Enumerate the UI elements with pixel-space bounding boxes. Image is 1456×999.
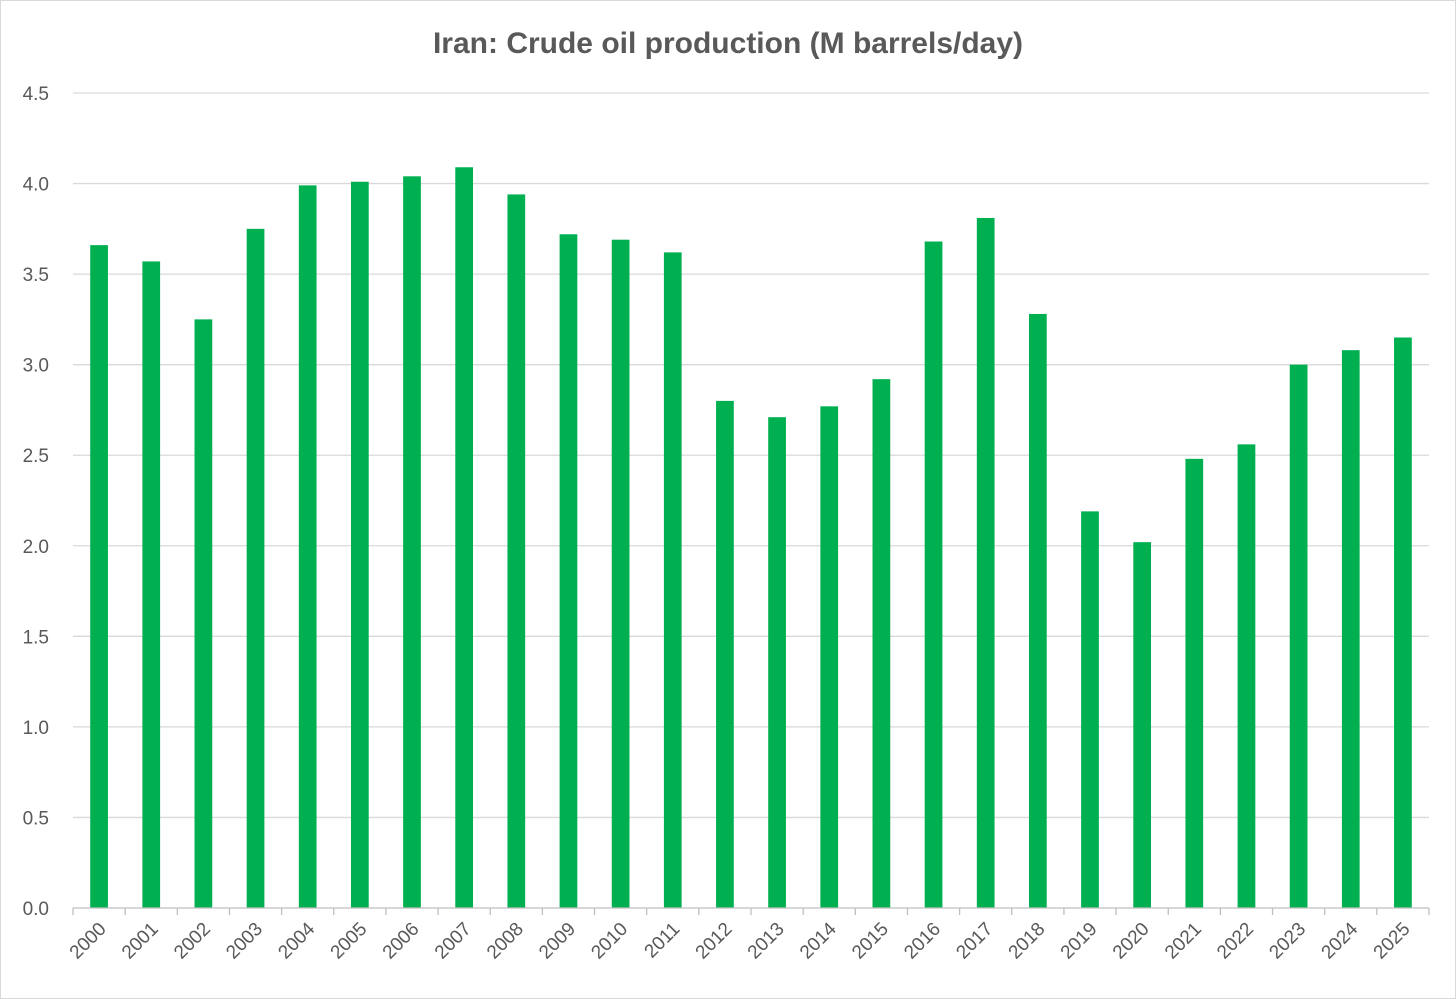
bar-2000 (90, 245, 108, 909)
x-tick-label: 2015 (848, 919, 893, 964)
bar-2014 (820, 406, 839, 908)
bar-2010 (611, 239, 630, 908)
bar-2012 (716, 400, 734, 908)
bar-2021 (1185, 458, 1204, 908)
y-tick-label: 3.0 (23, 356, 49, 377)
x-tick-label: 2017 (952, 919, 997, 964)
x-tick-label: 2003 (222, 919, 267, 964)
x-tick-label: 2022 (1213, 919, 1258, 964)
x-tick-label: 2004 (274, 918, 319, 963)
x-tick-label: 2010 (587, 919, 632, 964)
chart-title: Iran: Crude oil production (M barrels/da… (433, 27, 1023, 60)
y-tick-label: 0.0 (23, 899, 49, 920)
bar-2011 (663, 252, 682, 908)
x-tick-label: 2009 (535, 919, 580, 964)
x-axis (72, 907, 1430, 915)
y-tick-label: 4.5 (23, 84, 49, 105)
y-tick-label: 3.5 (23, 265, 49, 286)
x-tick-label: 2005 (327, 919, 372, 964)
y-tick-label: 0.5 (23, 808, 49, 829)
y-tick-label: 2.5 (23, 446, 49, 467)
x-tick-label: 2014 (796, 918, 841, 963)
bar-2006 (403, 176, 421, 909)
bar-2017 (976, 217, 995, 908)
bar-2007 (455, 167, 474, 908)
bar-2009 (559, 234, 578, 908)
x-tick-label: 2000 (66, 919, 111, 964)
x-tick-label: 2002 (170, 919, 215, 964)
x-tick-label: 2006 (379, 919, 424, 964)
x-tick-label: 2012 (692, 919, 737, 964)
y-tick-label: 1.0 (23, 718, 49, 739)
bar-2025 (1394, 337, 1412, 908)
x-tick-label: 2013 (744, 919, 789, 964)
bar-2023 (1289, 364, 1308, 909)
bar-2015 (872, 379, 891, 909)
y-tick-label: 1.5 (23, 627, 49, 648)
bars (90, 167, 1412, 909)
bar-2002 (194, 319, 213, 908)
x-tick-label: 2018 (1005, 919, 1050, 964)
x-tick-label: 2019 (1057, 919, 1102, 964)
bar-2018 (1028, 313, 1047, 908)
x-tick-label: 2020 (1109, 919, 1154, 964)
bar-2005 (350, 181, 369, 908)
y-tick-label: 2.0 (23, 537, 49, 558)
x-tick-label: 2025 (1370, 919, 1415, 964)
bar-2016 (924, 241, 943, 908)
x-tick-label: 2011 (641, 919, 685, 963)
x-tick-label: 2008 (483, 919, 528, 964)
x-tick-label: 2021 (1161, 919, 1206, 964)
bar-2004 (298, 185, 317, 908)
gridlines (73, 92, 1429, 819)
x-tick-label: 2024 (1318, 918, 1363, 963)
x-axis-ticks: 2000 2001 2002 2003 2004 2005 2006 2007 2008 2009… (66, 918, 1415, 963)
y-axis-ticks: 0.0 0.5 1.0 1.5 2.0 2.5 3.0 3.5 4.0 4.5 (23, 84, 49, 920)
bar-2022 (1237, 444, 1256, 908)
bar-2019 (1081, 511, 1099, 908)
x-tick-label: 2023 (1265, 919, 1310, 964)
bar-2024 (1341, 350, 1360, 909)
bar-2003 (246, 228, 265, 909)
bar-2020 (1133, 542, 1152, 908)
x-tick-label: 2001 (118, 919, 163, 964)
bar-2001 (142, 261, 161, 908)
bar-2013 (768, 417, 786, 908)
x-tick-label: 2007 (431, 919, 476, 964)
y-tick-label: 4.0 (23, 175, 49, 196)
bar-2008 (507, 194, 526, 908)
x-tick-label: 2016 (900, 919, 945, 964)
